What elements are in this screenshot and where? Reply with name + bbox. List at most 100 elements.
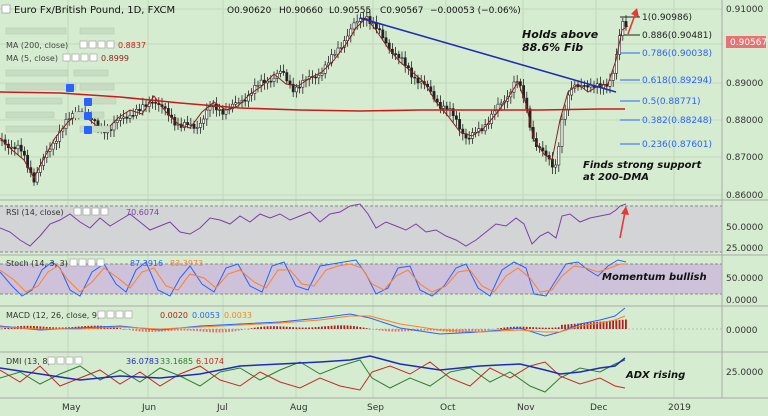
- macd-hist-bar: [369, 328, 371, 330]
- macd-hist-bar: [183, 329, 186, 331]
- macd-hist-bar: [426, 329, 429, 331]
- macd-hist-bar: [263, 326, 266, 329]
- price-axis-label: 0.86000: [726, 191, 763, 201]
- macd-hist-bar: [52, 327, 54, 329]
- macd-hist-bar: [429, 329, 432, 331]
- macd-hist-bar: [506, 327, 509, 329]
- candle-body: [138, 108, 142, 112]
- macd-hist-bar: [353, 326, 355, 329]
- macd-hist-bar: [26, 325, 29, 329]
- fib-level-label: 0.236(0.87601): [642, 140, 712, 150]
- rsi-up-arrow-icon: [619, 211, 626, 239]
- macd-hist-value: 0.0020: [160, 311, 188, 320]
- macd-signal-line: [0, 315, 626, 333]
- ma5-line: [0, 17, 629, 180]
- macd-hist-bar: [221, 329, 224, 333]
- macd-hist-bar: [481, 329, 483, 332]
- macd-hist-bar: [241, 329, 243, 331]
- annotation-momentum: Momentum bullish: [602, 272, 707, 283]
- trendline: [359, 17, 617, 93]
- macd-hist-bar: [257, 327, 259, 329]
- time-axis-label: Jul: [216, 403, 228, 413]
- macd-hist-bar: [503, 327, 506, 329]
- macd-hist-bar: [308, 327, 310, 329]
- expand-icon[interactable]: [1, 4, 11, 14]
- rsi-controls[interactable]: [73, 207, 109, 216]
- candle-body: [163, 106, 167, 109]
- price-pane[interactable]: 0.910000.900000.890000.880000.870000.860…: [0, 5, 767, 201]
- candle-body: [611, 72, 615, 81]
- macd-hist-bar: [596, 321, 598, 329]
- annotation-holds-above: Holds above: [522, 28, 599, 41]
- macd-hist-bar: [583, 322, 586, 329]
- macd-hist-bar: [349, 325, 352, 329]
- fib-level-label: 0.382(0.88248): [642, 116, 712, 126]
- macd-hist-bar: [330, 325, 333, 329]
- candle-body: [58, 130, 62, 142]
- macd-pane[interactable]: MACD (12, 26, close, 9) 0.0020 0.0053 0.…: [0, 305, 768, 337]
- macd-hist-bar: [7, 327, 10, 329]
- macd-hist-bar: [346, 325, 349, 329]
- candle-body: [253, 85, 257, 94]
- dmi-pane[interactable]: DMI (13, 8) 36.0783 33.1685 6.1074 ADX r…: [0, 351, 768, 393]
- annotation-200dma: at 200-DMA: [583, 172, 649, 183]
- macd-hist-bar: [356, 326, 358, 329]
- macd-hist-bar: [20, 325, 22, 329]
- macd-hist-bar: [500, 327, 502, 329]
- rsi-axis-25: 25.0000: [726, 244, 763, 254]
- candle-body: [493, 110, 497, 115]
- candle-body: [339, 47, 343, 49]
- dmi-plus-line: [0, 359, 626, 393]
- dmi-controls[interactable]: [47, 356, 83, 365]
- macd-hist-bar: [122, 328, 125, 330]
- candle-body: [320, 73, 324, 76]
- macd-hist-bar: [314, 327, 317, 329]
- candle-body: [397, 53, 401, 59]
- macd-hist-bar: [42, 326, 45, 329]
- candle-body: [208, 106, 212, 111]
- visibility-icons[interactable]: [66, 84, 92, 134]
- macd-controls[interactable]: [97, 310, 133, 319]
- stoch-controls[interactable]: [69, 258, 105, 267]
- macd-hist-bar: [554, 327, 557, 329]
- macd-hist-bar: [525, 326, 528, 329]
- macd-hist-bar: [266, 326, 269, 329]
- price-axis-label: 0.89000: [726, 79, 763, 89]
- stoch-axis-50: 50.0000: [726, 274, 763, 284]
- stoch-d-value: 83.3973: [170, 259, 203, 268]
- candle-body: [406, 65, 410, 69]
- ma200-legend: MA (200, close): [6, 41, 68, 50]
- candle-body: [333, 53, 337, 56]
- dmi-axis-25: 25.0000: [726, 368, 763, 378]
- macd-hist-bar: [138, 329, 141, 332]
- ma200-controls[interactable]: [79, 40, 115, 49]
- macd-hist-bar: [237, 329, 240, 331]
- candle-body: [122, 116, 126, 119]
- macd-hist-bar: [541, 327, 544, 329]
- candle-body: [416, 77, 420, 84]
- candle-body: [291, 83, 295, 93]
- rsi-pane[interactable]: RSI (14, close) 70.6074 50.0000 25.0000: [0, 199, 768, 254]
- macd-hist-bar: [529, 326, 531, 329]
- stoch-d-line: [0, 263, 626, 293]
- annotation-adx: ADX rising: [625, 370, 685, 381]
- candle-body: [554, 164, 558, 168]
- macd-hist-bar: [586, 322, 589, 329]
- macd-hist-bar: [599, 321, 602, 329]
- candle-body: [381, 29, 385, 39]
- time-axis-label: Sep: [367, 403, 384, 413]
- hidden-indicator-rows[interactable]: [5, 27, 117, 133]
- macd-hist-bar: [39, 326, 42, 329]
- ma5-controls[interactable]: [62, 53, 98, 62]
- macd-hist-bar: [388, 329, 390, 332]
- candle-body: [67, 118, 71, 120]
- macd-hist-bar: [625, 319, 627, 329]
- candle-body: [154, 101, 158, 104]
- time-axis-label: 2019: [668, 403, 691, 413]
- macd-hist-bar: [545, 327, 547, 329]
- macd-hist-bar: [132, 329, 134, 331]
- candle-body: [614, 54, 618, 74]
- stoch-pane[interactable]: Stoch (14, 3, 3) 87.3916 83.3973 Momentu…: [0, 254, 768, 306]
- macd-hist-bar: [305, 327, 307, 329]
